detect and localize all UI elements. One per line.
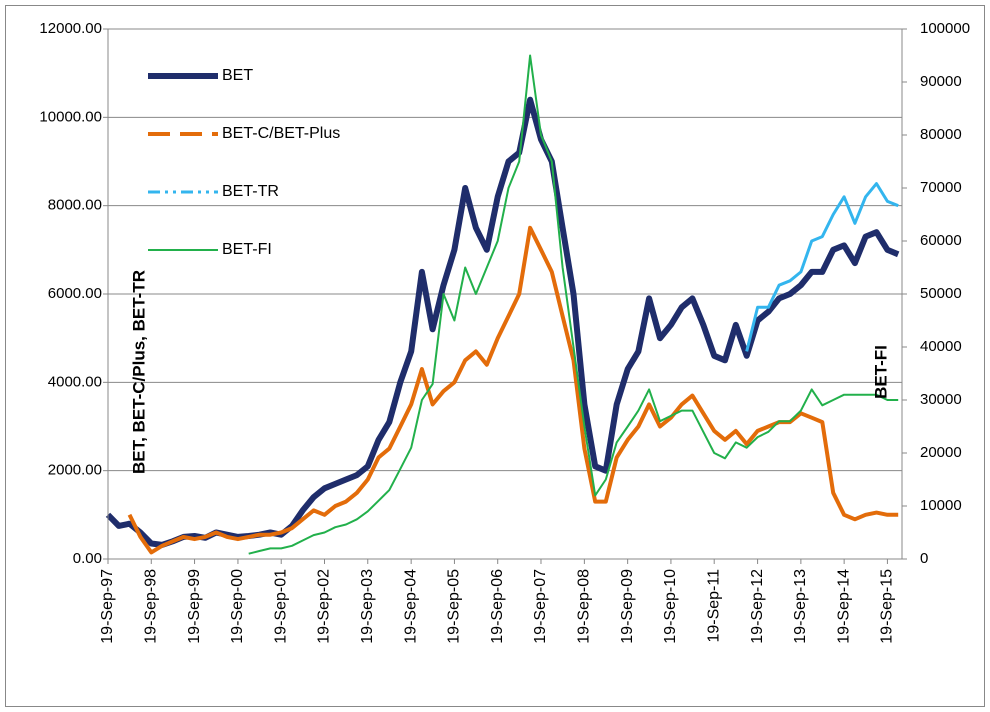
series-line bbox=[248, 54, 899, 555]
x-tick-label: 19-Sep-07 bbox=[532, 569, 549, 644]
y-tick-label: 6000.00 bbox=[48, 285, 102, 302]
y-tick-label: 10000.00 bbox=[39, 108, 102, 125]
y-tick-label: 0.00 bbox=[73, 550, 102, 567]
legend: BET BET-C/BET-Plus BET-TR BET-FI bbox=[148, 67, 340, 258]
x-tick-label: 19-Sep-99 bbox=[186, 569, 203, 644]
x-tick-label: 19-Sep-13 bbox=[792, 569, 809, 644]
legend-label: BET-FI bbox=[222, 241, 272, 258]
y2-tick-label: 10000 bbox=[920, 497, 962, 514]
x-tick-label: 19-Sep-09 bbox=[619, 569, 636, 644]
y2-tick-label: 50000 bbox=[920, 285, 962, 302]
y-axis-label: BET, BET-C/Plus, BET-TR bbox=[129, 270, 148, 474]
y-tick-label: 4000.00 bbox=[48, 373, 102, 390]
plot-frame bbox=[107, 28, 903, 560]
y2-axis-label: BET-FI bbox=[871, 345, 890, 399]
x-tick-label: 19-Sep-00 bbox=[229, 569, 246, 644]
x-tick-label: 19-Sep-97 bbox=[99, 569, 116, 644]
x-tick-label: 19-Sep-10 bbox=[662, 569, 679, 644]
series-line bbox=[127, 225, 899, 555]
x-tick-label: 19-Sep-02 bbox=[316, 569, 333, 644]
y2-tick-label: 30000 bbox=[920, 391, 962, 408]
x-tick-label: 19-Sep-14 bbox=[835, 569, 852, 644]
y-tick-label: 12000.00 bbox=[39, 20, 102, 37]
y2-tick-label: 20000 bbox=[920, 444, 962, 461]
x-tick-label: 19-Sep-11 bbox=[705, 569, 722, 643]
y2-tick-label: 40000 bbox=[920, 338, 962, 355]
y2-tick-label: 0 bbox=[920, 550, 928, 567]
y-tick-label: 8000.00 bbox=[48, 197, 102, 214]
y2-tick-label: 90000 bbox=[920, 73, 962, 90]
legend-label: BET-C/BET-Plus bbox=[222, 125, 340, 142]
x-tick-label: 19-Sep-04 bbox=[402, 569, 419, 644]
x-tick-label: 19-Sep-06 bbox=[489, 569, 506, 644]
plot-lines bbox=[105, 54, 900, 555]
x-tick-label: 19-Sep-98 bbox=[142, 569, 159, 644]
x-tick-label: 19-Sep-08 bbox=[576, 569, 593, 644]
legend-label: BET bbox=[222, 67, 253, 84]
x-tick-label: 19-Sep-12 bbox=[749, 569, 766, 644]
x-tick-label: 19-Sep-05 bbox=[446, 569, 463, 644]
x-tick-label: 19-Sep-15 bbox=[879, 569, 896, 644]
y-tick-label: 2000.00 bbox=[48, 462, 102, 479]
y2-tick-label: 80000 bbox=[920, 126, 962, 143]
series-line bbox=[745, 182, 899, 352]
y2-tick-label: 100000 bbox=[920, 20, 970, 37]
y2-tick-label: 60000 bbox=[920, 232, 962, 249]
legend-label: BET-TR bbox=[222, 183, 279, 200]
y2-tick-label: 70000 bbox=[920, 179, 962, 196]
chart-border bbox=[5, 5, 985, 707]
axes: 0.00 2000.00 4000.00 6000.00 8000.00 10000.00… bbox=[39, 20, 970, 644]
x-tick-label: 19-Sep-03 bbox=[359, 569, 376, 644]
x-tick-label: 19-Sep-01 bbox=[272, 569, 289, 644]
